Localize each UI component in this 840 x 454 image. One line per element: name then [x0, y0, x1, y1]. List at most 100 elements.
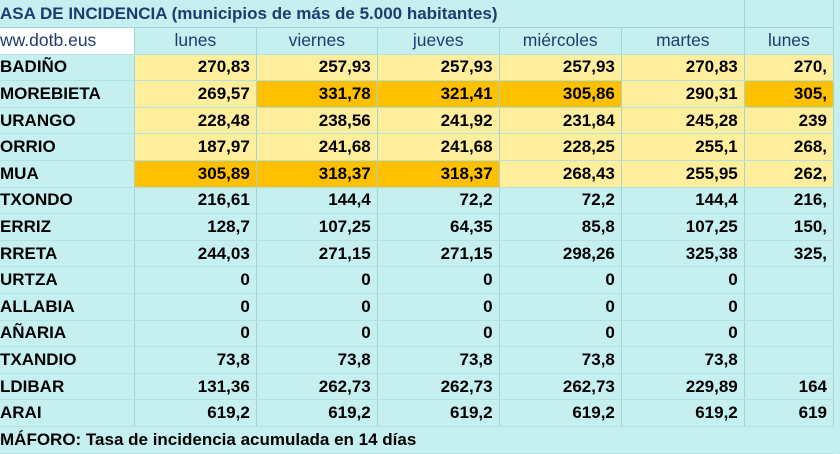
incidence-value: 270,83: [621, 54, 745, 82]
incidence-value: 107,25: [256, 213, 378, 241]
table-row: BADIÑO 270,83 257,93 257,93 257,93 270,83 270,: [0, 54, 835, 82]
incidence-value: 72,2: [377, 187, 500, 215]
incidence-value: 255,1: [621, 133, 745, 161]
incidence-value: 228,48: [134, 107, 257, 135]
incidence-value: 619: [744, 399, 835, 427]
incidence-value: 73,8: [499, 346, 622, 374]
municipality-name: TXONDO: [0, 187, 135, 215]
incidence-value: 0: [256, 293, 378, 321]
incidence-value: 270,: [744, 54, 835, 82]
table-row: MUA 305,89 318,37 318,37 268,43 255,95 262,: [0, 160, 835, 188]
incidence-value: 239: [744, 107, 835, 135]
incidence-value: 128,7: [134, 213, 257, 241]
incidence-value: 73,8: [134, 346, 257, 374]
incidence-value: 64,35: [377, 213, 500, 241]
incidence-value: 131,36: [134, 373, 257, 401]
incidence-value: 321,41: [377, 80, 500, 108]
incidence-value: 619,2: [377, 399, 500, 427]
incidence-value: [744, 320, 835, 348]
incidence-value: 271,15: [377, 240, 500, 268]
incidence-value: 305,: [744, 80, 835, 108]
table-row: ALLABIA 0 0 0 0 0: [0, 293, 835, 321]
incidence-value: 0: [377, 293, 500, 321]
municipality-name: ALLABIA: [0, 293, 135, 321]
incidence-value: 241,68: [256, 133, 378, 161]
municipality-name: URTZA: [0, 266, 135, 294]
table-row: URTZA 0 0 0 0 0: [0, 266, 835, 294]
incidence-value: 290,31: [621, 80, 745, 108]
incidence-value: 257,93: [499, 54, 622, 82]
incidence-value: 241,92: [377, 107, 500, 135]
incidence-value: 0: [499, 266, 622, 294]
municipality-name: BADIÑO: [0, 54, 135, 82]
incidence-value: [744, 293, 835, 321]
website-cell[interactable]: ww.dotb.eus: [0, 27, 135, 55]
incidence-value: 245,28: [621, 107, 745, 135]
table-row: MOREBIETA 269,57 331,78 321,41 305,86 290,31 3…: [0, 80, 835, 108]
incidence-value: 255,95: [621, 160, 745, 188]
incidence-value: 0: [134, 266, 257, 294]
incidence-value: 187,97: [134, 133, 257, 161]
municipality-name: AÑARIA: [0, 320, 135, 348]
incidence-value: 229,89: [621, 373, 745, 401]
incidence-value: 318,37: [256, 160, 378, 188]
incidence-value: 216,61: [134, 187, 257, 215]
incidence-value: 0: [134, 293, 257, 321]
incidence-value: 72,2: [499, 187, 622, 215]
incidence-value: 257,93: [377, 54, 500, 82]
incidence-value: 0: [499, 320, 622, 348]
incidence-value: 0: [256, 320, 378, 348]
incidence-value: 244,03: [134, 240, 257, 268]
day-header: martes: [621, 27, 745, 55]
incidence-value: 73,8: [256, 346, 378, 374]
incidence-value: 262,: [744, 160, 835, 188]
incidence-value: 150,: [744, 213, 835, 241]
incidence-value: 0: [499, 293, 622, 321]
day-header: viernes: [256, 27, 378, 55]
incidence-value: 73,8: [377, 346, 500, 374]
incidence-value: 262,73: [377, 373, 500, 401]
incidence-value: 107,25: [621, 213, 745, 241]
table-row: ARAI 619,2 619,2 619,2 619,2 619,2 619: [0, 399, 835, 427]
incidence-value: 271,15: [256, 240, 378, 268]
incidence-value: [744, 346, 835, 374]
table-row: TXONDO 216,61 144,4 72,2 72,2 144,4 216,: [0, 187, 835, 215]
incidence-value: 0: [621, 293, 745, 321]
incidence-value: 0: [621, 266, 745, 294]
incidence-value: [744, 266, 835, 294]
incidence-value: 305,89: [134, 160, 257, 188]
title-row: ASA DE INCIDENCIA (municipios de más de …: [0, 0, 835, 28]
incidence-value: 270,83: [134, 54, 257, 82]
incidence-value: 216,: [744, 187, 835, 215]
incidence-value: 164: [744, 373, 835, 401]
incidence-value: 619,2: [499, 399, 622, 427]
incidence-value: 619,2: [621, 399, 745, 427]
incidence-value: 0: [377, 320, 500, 348]
incidence-value: 0: [377, 266, 500, 294]
table-row: URANGO 228,48 238,56 241,92 231,84 245,28 239: [0, 107, 835, 135]
municipality-name: MOREBIETA: [0, 80, 135, 108]
incidence-value: 0: [621, 320, 745, 348]
incidence-value: 325,38: [621, 240, 745, 268]
incidence-value: 269,57: [134, 80, 257, 108]
day-header: lunes: [134, 27, 257, 55]
incidence-value: 73,8: [621, 346, 745, 374]
incidence-value: 318,37: [377, 160, 500, 188]
table-row: TXANDIO 73,8 73,8 73,8 73,8 73,8: [0, 346, 835, 374]
incidence-value: 0: [134, 320, 257, 348]
incidence-value: 298,26: [499, 240, 622, 268]
day-header: lunes: [744, 27, 835, 55]
header-row: ww.dotb.eus lunes viernes jueves miércol…: [0, 27, 835, 55]
table-row: RRETA 244,03 271,15 271,15 298,26 325,38 325,: [0, 240, 835, 268]
municipality-name: ERRIZ: [0, 213, 135, 241]
incidence-value: 85,8: [499, 213, 622, 241]
table-row: AÑARIA 0 0 0 0 0: [0, 320, 835, 348]
incidence-value: 231,84: [499, 107, 622, 135]
incidence-value: 619,2: [134, 399, 257, 427]
incidence-value: 238,56: [256, 107, 378, 135]
incidence-value: 262,73: [499, 373, 622, 401]
table-row: ERRIZ 128,7 107,25 64,35 85,8 107,25 150,: [0, 213, 835, 241]
day-header: jueves: [377, 27, 500, 55]
